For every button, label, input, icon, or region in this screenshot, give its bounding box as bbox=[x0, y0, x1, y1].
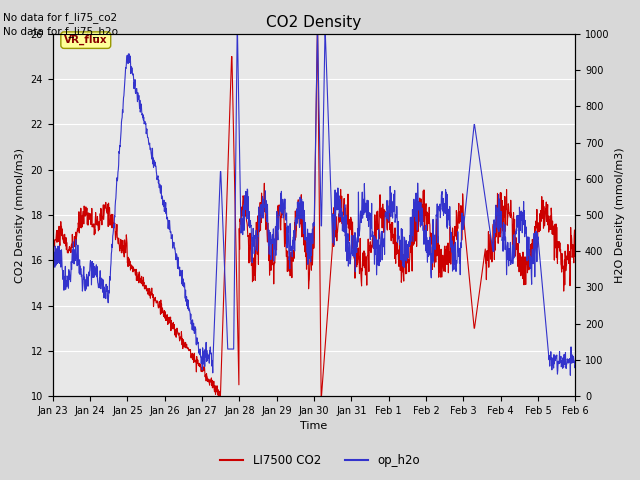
op_h2o bbox=[271, 246, 278, 252]
op_h2o bbox=[90, 266, 97, 272]
Legend: LI7500 CO2, op_h2o: LI7500 CO2, op_h2o bbox=[215, 449, 425, 472]
op_h2o bbox=[282, 216, 289, 222]
op_h2o bbox=[347, 258, 355, 264]
Line: LI7500 CO2: LI7500 CO2 bbox=[52, 34, 575, 396]
op_h2o bbox=[234, 31, 241, 37]
LI7500 CO2 bbox=[572, 235, 579, 241]
op_h2o bbox=[566, 372, 574, 378]
Text: No data for f_li75_h2o: No data for f_li75_h2o bbox=[3, 26, 118, 37]
LI7500 CO2 bbox=[314, 31, 321, 37]
LI7500 CO2 bbox=[271, 260, 278, 266]
Title: CO2 Density: CO2 Density bbox=[266, 15, 362, 30]
LI7500 CO2 bbox=[347, 215, 355, 220]
LI7500 CO2 bbox=[282, 240, 289, 245]
X-axis label: Time: Time bbox=[300, 421, 328, 432]
op_h2o bbox=[291, 234, 299, 240]
LI7500 CO2 bbox=[291, 237, 299, 243]
Text: VR_flux: VR_flux bbox=[64, 35, 108, 45]
Line: op_h2o: op_h2o bbox=[52, 34, 575, 375]
op_h2o bbox=[49, 251, 56, 256]
op_h2o bbox=[572, 363, 579, 369]
LI7500 CO2 bbox=[49, 237, 56, 243]
Text: No data for f_li75_co2: No data for f_li75_co2 bbox=[3, 12, 117, 23]
Y-axis label: CO2 Density (mmol/m3): CO2 Density (mmol/m3) bbox=[15, 147, 25, 283]
Y-axis label: H2O Density (mmol/m3): H2O Density (mmol/m3) bbox=[615, 147, 625, 283]
LI7500 CO2 bbox=[90, 224, 97, 230]
LI7500 CO2 bbox=[111, 221, 118, 227]
LI7500 CO2 bbox=[214, 393, 222, 399]
op_h2o bbox=[111, 213, 118, 219]
